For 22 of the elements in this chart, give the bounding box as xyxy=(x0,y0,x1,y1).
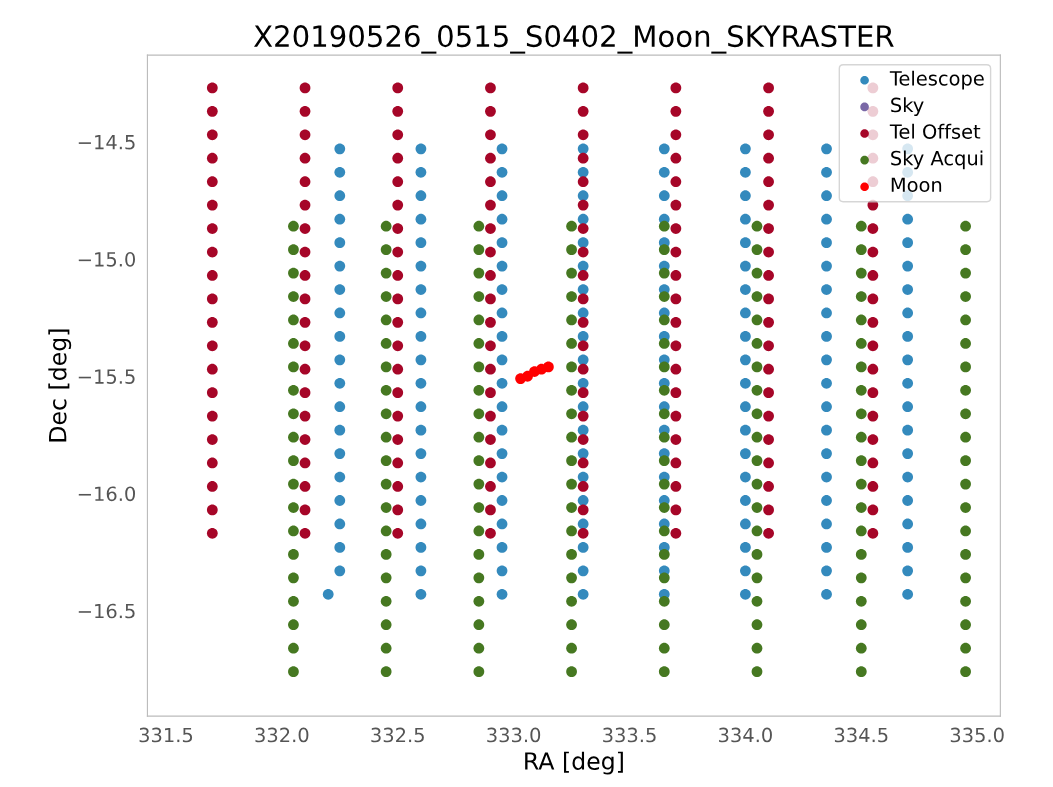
legend-label: Sky Acqui xyxy=(891,150,983,170)
x-tick-label: 331.5 xyxy=(139,727,193,743)
y-tick-label: −16.5 xyxy=(78,603,135,619)
x-tick-label: 332.5 xyxy=(371,727,424,743)
chart-title: X20190526_0515_S0402_Moon_SKYRASTER xyxy=(253,25,894,54)
x-tick-label: 334.5 xyxy=(834,727,888,743)
legend-label: Telescope xyxy=(889,70,984,90)
y-tick-label: −15.0 xyxy=(78,252,136,267)
legend-label: Sky xyxy=(891,97,924,117)
y-tick-label: −16.0 xyxy=(78,486,136,502)
legend-label: Tel Offset xyxy=(889,123,981,139)
x-tick-label: 333.0 xyxy=(487,727,541,743)
legend-label: Moon xyxy=(891,177,942,193)
x-tick-label: 332.0 xyxy=(255,727,309,743)
y-axis-title: Dec [deg] xyxy=(48,329,72,442)
y-tick-label: −14.5 xyxy=(78,135,135,150)
x-tick-label: 334.0 xyxy=(719,727,772,743)
x-tick-label: 335.0 xyxy=(950,727,1004,743)
point xyxy=(543,361,554,373)
x-axis-title: RA [deg] xyxy=(525,751,623,775)
x-tick-label: 333.5 xyxy=(603,727,656,743)
y-tick-label: −15.5 xyxy=(78,369,135,384)
